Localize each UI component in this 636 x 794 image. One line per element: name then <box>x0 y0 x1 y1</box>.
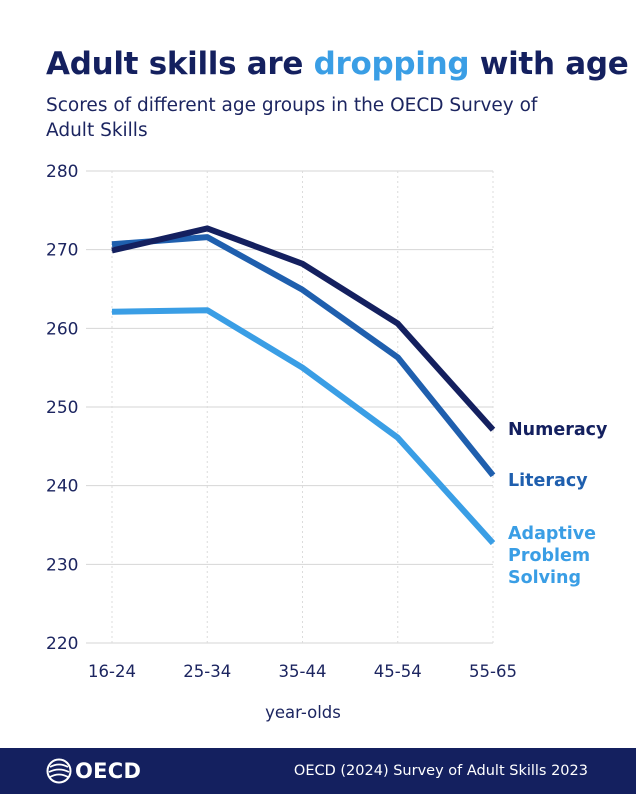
data-point-numeracy-0 <box>111 249 113 251</box>
y-tick-label-230: 230 <box>46 555 78 575</box>
y-tick-label-250: 250 <box>46 398 78 418</box>
series-label-line-adaptive-problem-solving-1: Problem <box>508 546 590 566</box>
data-point-adaptive-problem-solving-1 <box>206 309 208 311</box>
data-point-numeracy-3 <box>397 323 399 325</box>
y-tick-label-240: 240 <box>46 477 78 497</box>
data-point-numeracy-2 <box>302 263 303 265</box>
data-point-literacy-1 <box>206 236 208 238</box>
y-tick-label-270: 270 <box>46 241 78 261</box>
chart-subtitle: Scores of different age groups in the OE… <box>46 95 538 141</box>
series-label-literacy: Literacy <box>508 471 588 491</box>
series-label-line-literacy-0: Literacy <box>508 471 588 491</box>
series-label-line-adaptive-problem-solving-0: Adaptive <box>508 524 596 544</box>
oecd-globe-icon <box>46 758 72 784</box>
series-label-adaptive-problem-solving: Adaptive Problem Solving <box>508 524 596 588</box>
series-label-line-adaptive-problem-solving-2: Solving <box>508 568 581 588</box>
title-highlight: dropping <box>313 46 470 82</box>
footer-bar: OECD OECD (2024) Survey of Adult Skills … <box>0 748 636 794</box>
chart-title: Adult skills are dropping with age <box>46 46 629 82</box>
title-part-2: with age <box>469 46 629 82</box>
series-label-line-numeracy-0: Numeracy <box>508 420 608 440</box>
x-tick-label-16-24: 16-24 <box>88 662 136 681</box>
y-tick-label-260: 260 <box>46 319 78 339</box>
series-line-numeracy <box>111 225 496 432</box>
data-point-literacy-3 <box>397 356 399 358</box>
data-point-literacy-4 <box>492 474 494 476</box>
oecd-logo-text: OECD <box>75 759 142 783</box>
line-chart: 220 230 240 250 260 270 280 16-24 25-34 35-44 45-5… <box>46 162 608 722</box>
data-point-adaptive-problem-solving-0 <box>111 311 113 313</box>
data-point-literacy-2 <box>302 289 303 291</box>
title-part-1: Adult skills are <box>46 46 314 82</box>
data-point-literacy-0 <box>111 243 113 245</box>
x-tick-label-25-34: 25-34 <box>183 662 231 681</box>
data-point-adaptive-problem-solving-4 <box>492 542 494 544</box>
data-point-adaptive-problem-solving-2 <box>302 367 303 369</box>
data-point-numeracy-4 <box>492 429 494 431</box>
source-note: OECD (2024) Survey of Adult Skills 2023 <box>293 763 588 779</box>
data-point-adaptive-problem-solving-3 <box>397 437 399 439</box>
data-point-numeracy-1 <box>206 227 208 229</box>
x-axis-label: year-olds <box>265 703 341 722</box>
y-tick-label-280: 280 <box>46 162 78 182</box>
oecd-logo: OECD <box>46 758 141 784</box>
y-tick-label-220: 220 <box>46 634 78 654</box>
x-tick-label-45-54: 45-54 <box>374 662 422 681</box>
x-tick-label-35-44: 35-44 <box>279 662 327 681</box>
series-label-numeracy: Numeracy <box>508 420 608 440</box>
x-tick-label-55-65: 55-65 <box>469 662 517 681</box>
